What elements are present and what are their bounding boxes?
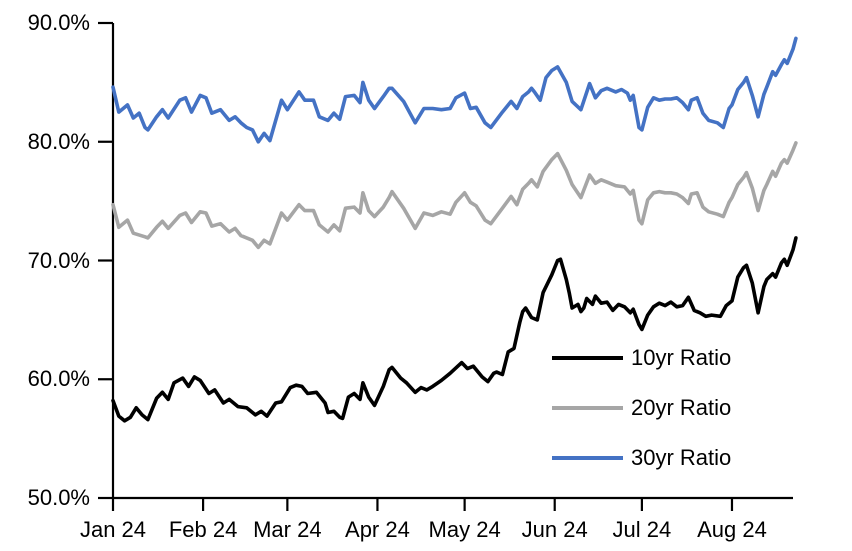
x-tick-label: Mar 24 [253,517,322,542]
x-tick-label: May 24 [428,517,501,542]
series-line-30yr-ratio [111,36,798,144]
y-tick-label: 50.0% [27,485,90,510]
x-tick-label: Jan 24 [79,517,147,542]
y-tick-label: 60.0% [27,366,90,392]
x-tick-label: Aug 24 [697,517,767,542]
legend-line-30yr [552,456,623,460]
y-tick-label: 70.0% [27,247,90,273]
legend-label-20yr: 20yr Ratio [631,395,732,420]
series-line-20yr-ratio [111,141,798,250]
y-tick-label: 90.0% [27,10,90,35]
x-tick-label: Apr 24 [345,517,410,542]
legend-line-20yr [552,406,623,410]
x-tick-label: Jun 24 [521,517,588,542]
legend-label-10yr: 10yr Ratio [631,345,732,370]
legend-line-10yr [552,356,623,360]
legend-item-30yr-ratio: 30yr Ratio [552,444,731,472]
x-tick-label: Jul 24 [612,517,672,542]
y-tick-label: 80.0% [27,128,90,154]
legend-item-20yr-ratio: 20yr Ratio [552,394,731,422]
x-tick-label: Feb 24 [168,517,238,542]
legend-item-10yr-ratio: 10yr Ratio [552,344,731,372]
legend-label-30yr: 30yr Ratio [631,445,732,470]
axis-lines [111,23,793,500]
series-line-10yr-ratio [111,236,798,423]
